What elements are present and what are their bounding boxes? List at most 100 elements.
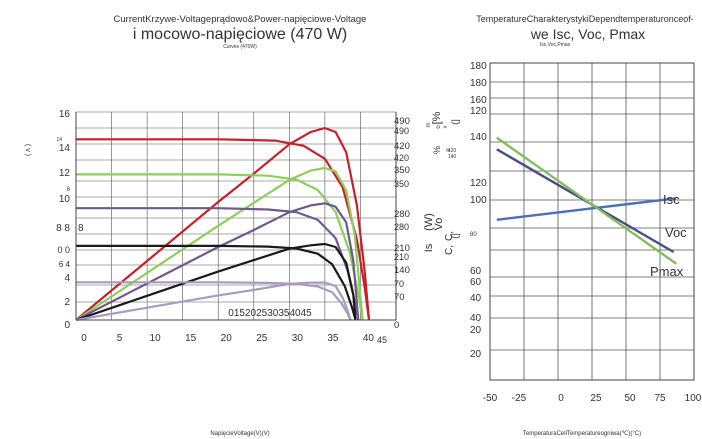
chart1-y-tick-6: 10 [59, 194, 71, 205]
chart2-side-label-4: (] [450, 119, 460, 125]
chart1-y2-tick-5: 210 [394, 243, 410, 254]
chart2-y-tick-13: 20 [470, 349, 482, 360]
chart2-side-label-3: x [443, 126, 449, 129]
chart2-y-tick-10: 40 [470, 293, 482, 304]
chart2-side-label-2: o [436, 125, 442, 129]
chart2-y-tick-11: 40 [470, 313, 482, 324]
chart2-series-label-0: Isc [663, 192, 680, 207]
chart2-side-label-13: C, [444, 245, 455, 255]
chart1-y-tick-extra: 8 [78, 223, 84, 234]
chart1-x-tick-8: 40 [363, 333, 375, 344]
chart1-series-line-7 [75, 242, 357, 322]
chart1-subtitle: i mocowo-napięciowe (470 W) [133, 26, 347, 43]
chart1-y2-tick-2: 70 [394, 279, 404, 289]
chart2-x-tick-1: -25 [512, 393, 527, 404]
chart2-x-label: TemperaturaCellTemperatureogniwa(℃)(°C) [523, 431, 641, 437]
chart1-series-line-0 [76, 138, 371, 321]
chart2-side-label-1: m [426, 123, 432, 128]
chart1-series [75, 127, 371, 322]
chart1-y-tick-3: 6 4 [59, 260, 71, 269]
chart2-side-label-8: 140 [448, 154, 457, 160]
chart2-note: Isc,Voc,Pmax [540, 42, 571, 48]
chart1-x-label: NapięcieVoltage(V)(V) [210, 431, 269, 437]
chart2-side-label-0: [% [431, 111, 443, 124]
chart2-series-line-0 [496, 197, 677, 221]
chart1-x-ticks-inline: 015202530354045 [228, 308, 312, 319]
chart1-x-tick-7: 35 [327, 333, 339, 344]
chart1-y-tick-11: 16 [59, 109, 71, 120]
chart1-series-line-4 [76, 207, 360, 321]
iv-pv-chart: CurrentKrzywe-Voltageprądowo&Power-napię… [25, 14, 410, 437]
chart1-y2-tick-6: 280 [394, 222, 409, 232]
chart1-series-line-8 [76, 281, 352, 321]
chart2-y-tick-3: 120 [470, 106, 487, 117]
chart2-series [496, 136, 677, 265]
chart2-grid [489, 62, 695, 381]
chart1-series-line-9 [75, 281, 352, 322]
chart2-x-tick-2: 0 [558, 393, 564, 404]
chart2-x-tick-6: 100 [685, 393, 702, 404]
chart1-x-tick-9: 45 [377, 335, 387, 345]
chart1-y-tick-9: 14 [59, 143, 71, 154]
chart2-side-label-12: C, [444, 231, 455, 241]
temperature-chart: TemperatureCharakterystykiDependtemperat… [423, 14, 702, 437]
chart2-y-tick-7: 80 [470, 232, 477, 238]
chart1-y2-tick-1: 70 [394, 292, 405, 303]
chart1-x-ticks: 0 5 10 15 20 25 30 35 40 45 [81, 333, 387, 345]
chart1-series-line-6 [76, 244, 357, 321]
chart2-x-tick-3: 25 [590, 393, 602, 404]
chart2-x-tick-4: 50 [624, 393, 636, 404]
chart2-y-tick-0: 180 [470, 61, 487, 72]
chart1-y2-tick-10: 420 [394, 153, 409, 163]
chart1-y-tick-10: 14 [56, 137, 62, 143]
chart1-y-tick-1: 2 [64, 297, 70, 308]
chart2-side-label-9: (W) [423, 213, 435, 231]
chart1-y2-tick-11: 420 [394, 141, 410, 152]
chart1-x-tick-6: 30 [292, 333, 304, 344]
chart1-x-tick-5: 25 [256, 333, 268, 344]
chart2-subtitle: we Isc, Voc, Pmax [530, 26, 645, 42]
chart1-x-tick-4: 20 [221, 333, 233, 344]
chart2-series-label-1: Voc [665, 225, 687, 240]
chart2-side-label-14: (] [450, 233, 460, 239]
chart1-y-tick-4: 0 0 [57, 245, 70, 255]
chart1-series-line-1 [75, 127, 371, 321]
chart1-y2-tick-13: 490 [394, 116, 410, 127]
chart1-y2-tick-0: 0 [394, 320, 399, 331]
chart2-series-label-2: Pmax [650, 264, 684, 279]
chart1-y-tick-5: 8 8 [56, 223, 70, 234]
chart1-series-line-3 [75, 166, 364, 321]
chart2-y-tick-5: 120 [470, 178, 487, 189]
chart2-title: TemperatureCharakterystykiDependtemperat… [476, 14, 694, 24]
chart1-x-tick-2: 10 [150, 333, 162, 344]
chart1-series-line-5 [75, 202, 360, 321]
chart2-y-tick-12: 20 [470, 325, 482, 336]
chart1-y-tick-7: 6 [67, 187, 71, 193]
chart1-x-tick-3: 15 [185, 333, 197, 344]
chart1-y-tick-0: 0 [64, 320, 70, 331]
chart2-side-label-11: Is [423, 243, 435, 252]
chart2-side-label-10: Vo [433, 218, 445, 231]
chart1-title: CurrentKrzywe-Voltageprądowo&Power-napię… [114, 14, 367, 25]
chart1-y2-tick-9: 350 [394, 165, 410, 176]
chart2-side-label-7: 120 [448, 148, 457, 154]
chart1-y-axis-mark: ( ʌ ) [25, 144, 32, 156]
chart2-series-line-2 [496, 136, 677, 265]
chart1-y-tick-2: 4 [64, 273, 70, 284]
chart1-y2-tick-12: 490 [394, 126, 409, 136]
chart2-side-label-6: ɐ [446, 148, 452, 152]
chart2-y-tick-1: 180 [470, 78, 487, 89]
chart1-x-tick-1: 5 [117, 333, 123, 344]
chart2-side-label-5: % [432, 146, 442, 154]
chart2-y-tick-6: 100 [470, 195, 487, 206]
chart2-y-tick-4: 140 [470, 132, 487, 143]
chart1-y2-tick-8: 350 [394, 179, 409, 189]
chart1-y2-tick-4: 210 [394, 252, 409, 262]
chart1-note: Curves (470W) [223, 44, 257, 50]
chart2-y-tick-2: 160 [470, 95, 487, 106]
